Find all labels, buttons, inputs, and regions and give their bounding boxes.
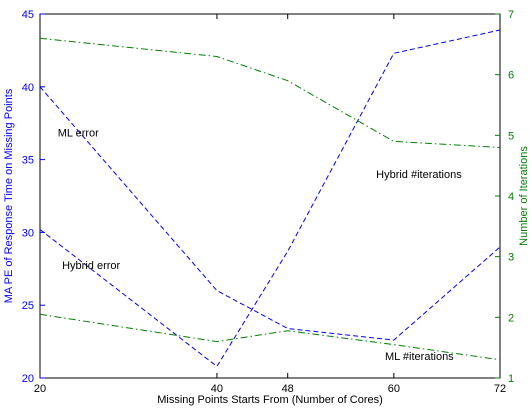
y-left-tick-label: 25 bbox=[22, 300, 34, 312]
series-line-1 bbox=[39, 86, 501, 341]
series-line-4 bbox=[39, 313, 501, 361]
y-right-tick-label: 2 bbox=[508, 312, 514, 324]
y-left-tick-label: 30 bbox=[22, 227, 34, 239]
y-right-tick-label: 3 bbox=[508, 252, 514, 264]
y-right-tick-label: 7 bbox=[508, 9, 514, 21]
x-tick-label: 40 bbox=[211, 383, 223, 395]
series-line-2 bbox=[39, 29, 501, 368]
y-axis-right-title: Number of Iterations bbox=[518, 146, 530, 246]
y-left-tick-label: 40 bbox=[22, 82, 34, 94]
series-line-3 bbox=[39, 37, 501, 148]
y-right-tick-label: 5 bbox=[508, 130, 514, 142]
y-left-tick-label: 45 bbox=[22, 9, 34, 21]
series-annotation-2: Hybrid error bbox=[62, 260, 120, 272]
series-annotation-1: ML error bbox=[58, 127, 99, 139]
x-tick-label: 72 bbox=[494, 383, 506, 395]
y-left-tick-label: 35 bbox=[22, 155, 34, 167]
y-right-tick-label: 4 bbox=[508, 191, 514, 203]
plot-area bbox=[39, 13, 501, 379]
y-right-tick-label: 6 bbox=[508, 70, 514, 82]
x-tick-label: 48 bbox=[282, 383, 294, 395]
y-right-tick-label: 1 bbox=[508, 373, 514, 385]
x-tick-label: 60 bbox=[388, 383, 400, 395]
series-annotation-3: Hybrid #iterations bbox=[376, 169, 462, 181]
x-tick-label: 20 bbox=[34, 383, 46, 395]
y-axis-left-title: MA PE of Response Time on Missing Points bbox=[3, 88, 15, 303]
series-annotation-4: ML #iterations bbox=[385, 351, 454, 363]
x-axis-title: Missing Points Starts From (Number of Co… bbox=[157, 394, 383, 406]
y-left-tick-label: 20 bbox=[22, 373, 34, 385]
